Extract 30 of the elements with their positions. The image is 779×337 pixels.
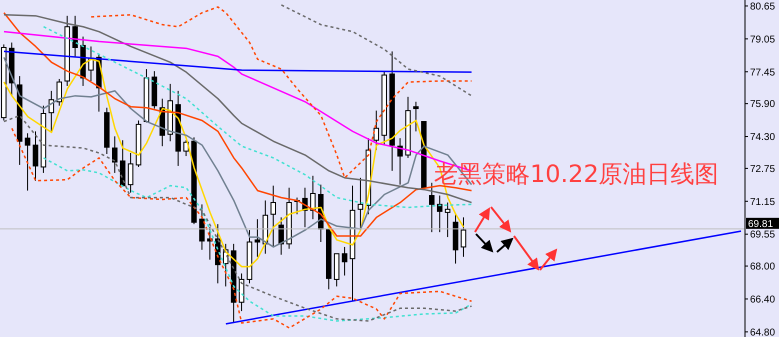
candlestick: [199, 204, 205, 250]
line-series: [280, 4, 472, 97]
candlestick: [72, 15, 78, 58]
candlestick: [460, 216, 466, 258]
ref-line-label: 69.81: [748, 218, 774, 230]
y-tick-label: 74.30: [750, 132, 776, 144]
y-tick-label: 77.45: [750, 67, 776, 78]
y-tick-label: 79.05: [750, 34, 776, 46]
y-tick-label: 71.15: [750, 196, 776, 208]
y-tick-label: 72.75: [750, 164, 776, 175]
candlestick: [429, 182, 435, 233]
candlestick: [374, 110, 380, 151]
y-tick-label: 69.55: [750, 230, 776, 241]
y-tick-label: 75.90: [750, 99, 776, 110]
candlestick: [413, 101, 419, 132]
candlestick: [358, 177, 364, 231]
candlestick: [436, 195, 442, 233]
y-tick-label: 66.40: [750, 294, 776, 306]
y-tick-label: 64.80: [750, 327, 776, 337]
candlestick: [254, 218, 260, 258]
candlestick: [444, 202, 450, 238]
y-tick-label: 80.65: [750, 2, 776, 13]
y-tick-label: 68.00: [750, 262, 776, 273]
candlestick: [24, 132, 30, 192]
candlestick: [32, 130, 38, 182]
candlestick: [128, 152, 134, 194]
candlestick: [342, 246, 348, 276]
candlestick: [56, 78, 62, 106]
candlestick: [112, 136, 118, 174]
candlestick: [270, 185, 276, 248]
